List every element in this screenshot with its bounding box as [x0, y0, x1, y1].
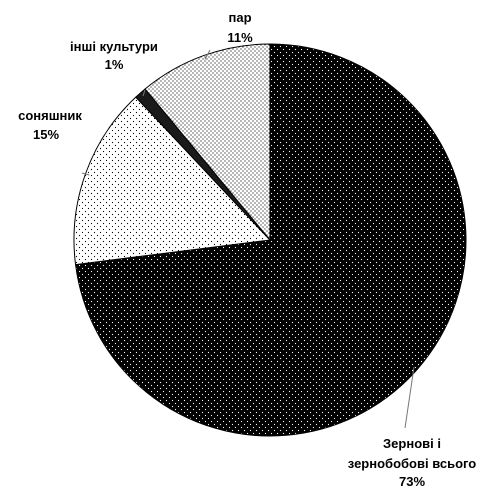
slice-value-other: 1% [105, 57, 124, 72]
slice-label-group-fallow: пар 11% [227, 10, 253, 45]
leader-line-other [142, 89, 146, 97]
slice-label-fallow: пар [228, 10, 251, 25]
slice-label-sunflower: соняшник [18, 108, 82, 123]
leader-line-fallow [204, 49, 211, 60]
leader-line-grain [404, 366, 415, 429]
slice-label-group-sunflower: соняшник 15% [18, 108, 82, 142]
slice-value-grain: 73% [399, 474, 425, 489]
pie-slice-fallow [144, 43, 271, 242]
slice-label-grain-line2: зернобобові всього [348, 456, 476, 471]
leader-lines-layer [81, 49, 415, 429]
slice-label-group-grain: Зернові і зернобобові всього 73% [348, 436, 476, 489]
slices-layer [73, 43, 467, 437]
slice-label-grain-line1: Зернові і [383, 436, 441, 451]
slice-value-fallow: 11% [227, 30, 253, 45]
slice-label-group-other: інші культури 1% [70, 39, 158, 72]
slice-value-sunflower: 15% [33, 127, 59, 142]
pie-slice-grain [74, 43, 467, 437]
leader-line-sunflower [81, 172, 90, 176]
slice-label-other: інші культури [70, 39, 158, 54]
